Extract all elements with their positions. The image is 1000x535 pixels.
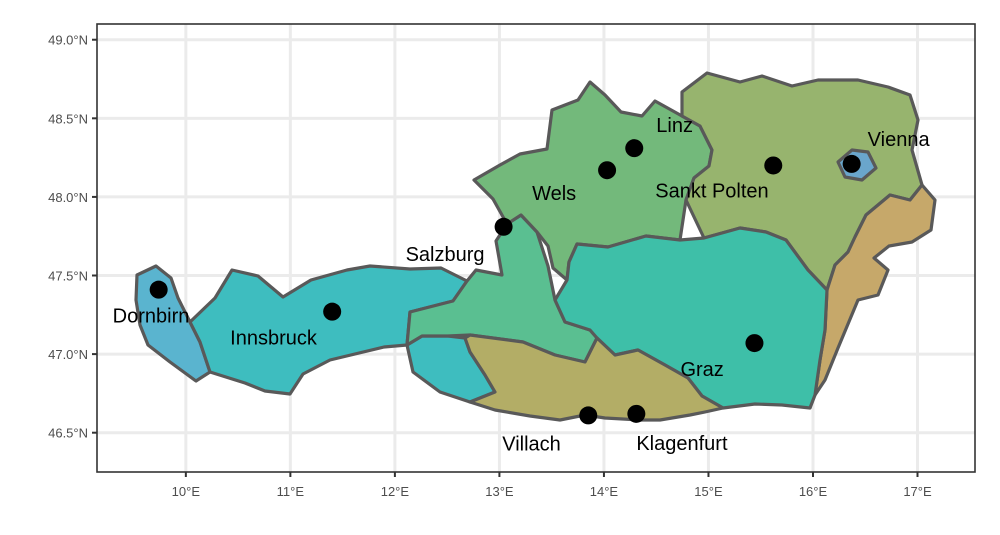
x-tick-label: 14°E: [590, 484, 619, 499]
x-tick-label: 16°E: [799, 484, 828, 499]
y-tick-label: 47.5°N: [48, 269, 88, 284]
city-marker-linz: [625, 139, 644, 158]
regions-layer: [134, 71, 937, 422]
city-marker-innsbruck: [323, 302, 342, 321]
city-marker-wels: [598, 161, 617, 180]
y-tick-label: 47.0°N: [48, 347, 88, 362]
city-label-sankt-polten: Sankt Polten: [655, 180, 768, 202]
plot-frame: [96, 23, 976, 473]
city-marker-graz: [745, 334, 764, 353]
city-label-linz: Linz: [656, 115, 693, 137]
axes-layer: 10°E 11°E 12°E 13°E 14°E 15°E 16°E 17°E 46.5°N 47…: [48, 33, 932, 499]
x-tick-label: 15°E: [694, 484, 723, 499]
x-tick-label: 10°E: [172, 484, 201, 499]
city-marker-villach: [579, 406, 598, 425]
y-tick-label: 46.5°N: [48, 426, 88, 441]
city-label-graz: Graz: [680, 359, 723, 381]
city-label-vienna: Vienna: [868, 129, 931, 151]
city-marker-klagenfurt: [627, 404, 646, 423]
region-burgenland: [813, 183, 937, 397]
x-tick-label: 12°E: [381, 484, 410, 499]
x-tick-label: 17°E: [903, 484, 932, 499]
cities-layer: Vienna Linz Wels Sankt Polten Salzburg Dornbi…: [113, 115, 931, 455]
y-tick-label: 48.0°N: [48, 190, 88, 205]
city-label-salzburg: Salzburg: [406, 244, 485, 266]
x-tick-label: 13°E: [485, 484, 514, 499]
y-tick-label: 48.5°N: [48, 111, 88, 126]
city-marker-vienna: [842, 154, 861, 173]
city-label-dornbirn: Dornbirn: [113, 306, 190, 328]
city-label-klagenfurt: Klagenfurt: [636, 433, 728, 455]
city-marker-sankt-polten: [764, 156, 783, 175]
region-styria: [553, 226, 829, 410]
city-label-innsbruck: Innsbruck: [230, 328, 318, 350]
city-label-wels: Wels: [532, 183, 576, 205]
city-label-villach: Villach: [502, 433, 561, 455]
region-carinthia: [463, 333, 725, 422]
y-tick-label: 49.0°N: [48, 33, 88, 48]
city-marker-dornbirn: [149, 280, 168, 299]
city-marker-salzburg: [494, 217, 513, 236]
x-tick-label: 11°E: [277, 484, 305, 499]
